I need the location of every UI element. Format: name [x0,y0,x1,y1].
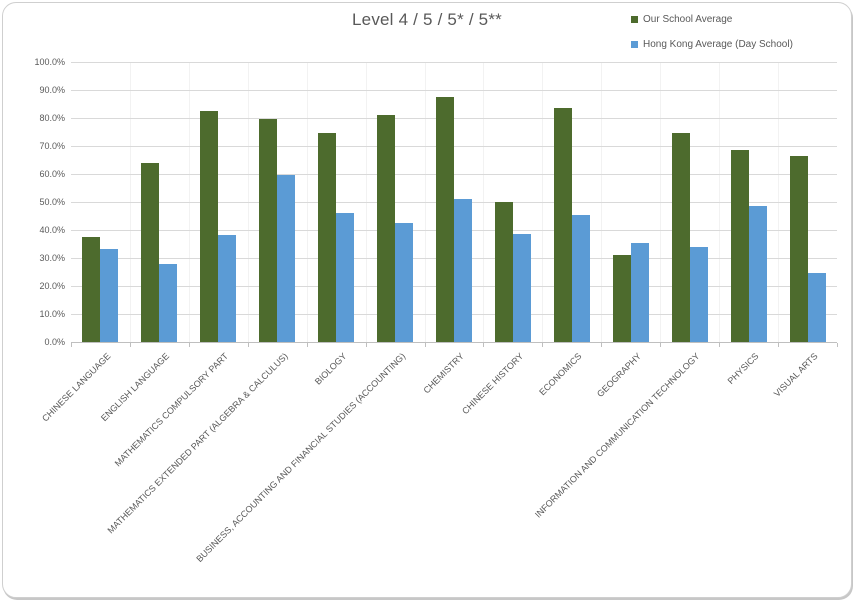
gridline [71,145,837,147]
x-axis-tick [483,343,485,347]
legend-label: Our School Average [643,13,733,25]
gridline [71,173,837,175]
y-axis-tick-label: 80.0% [39,112,65,123]
bar-hong-kong-average [512,234,531,342]
bar-our-school-average [82,237,101,342]
bar-hong-kong-average [336,212,355,342]
legend-swatch-icon [631,40,638,48]
y-axis-tick-label: 30.0% [39,252,65,263]
x-axis-tick [365,343,367,347]
bar-hong-kong-average [159,263,178,342]
chart-legend: Our School Average Hong Kong Average (Day… [631,13,793,63]
x-axis-tick [542,343,544,347]
y-axis-tick-label: 40.0% [39,224,65,235]
bar-hong-kong-average [454,199,472,342]
x-axis-category-label: CHINESE HISTORY [459,351,526,417]
x-axis-tick [778,343,780,347]
x-axis-tick [719,343,721,347]
legend-swatch-icon [631,15,638,23]
chart-title: Level 4 / 5 / 5* / 5** [352,10,502,29]
bar-hong-kong-average [630,243,649,342]
x-axis-category-label: BUSINESS, ACCOUNTING AND FINANCIAL STUDI… [194,351,408,564]
x-axis-category-label: BIOLOGY [312,351,349,387]
bar-our-school-average [436,97,454,342]
legend-item-hong-kong-average: Hong Kong Average (Day School) [631,38,793,50]
bar-hong-kong-average [100,248,119,342]
x-axis-tick [71,343,72,347]
x-axis-tick [247,343,249,347]
bar-our-school-average [377,114,396,342]
gridline [71,117,837,119]
x-axis-tick [306,343,308,347]
y-axis-tick-label: 90.0% [39,84,65,95]
bar-hong-kong-average [277,174,296,342]
x-axis-tick [660,343,662,347]
x-axis-category-label: CHEMISTRY [421,351,467,396]
x-axis-tick [424,343,426,347]
x-axis-tick [188,343,190,347]
bar-our-school-average [671,133,690,342]
bar-our-school-average [612,254,631,342]
bar-hong-kong-average [395,223,414,342]
x-axis-tick [837,343,838,347]
x-axis-category-label: MATHEMATICS COMPULSORY PART [112,351,231,469]
x-axis-category-label: PHYSICS [725,351,761,387]
x-axis-category-label: ECONOMICS [537,351,584,398]
y-axis-tick-label: 10.0% [39,308,65,319]
bar-our-school-average [553,108,572,342]
bar-hong-kong-average [218,234,237,342]
bar-our-school-average [318,133,337,342]
legend-item-our-school-average: Our School Average [631,13,793,25]
bar-hong-kong-average [689,246,708,342]
y-axis-tick-label: 50.0% [39,196,65,207]
gridline [71,89,837,91]
gridline [71,61,837,63]
x-axis-category-label: VISUAL ARTS [771,351,820,399]
bar-hong-kong-average [807,272,826,342]
bar-hong-kong-average [748,206,767,342]
x-axis-tick [601,343,603,347]
bar-our-school-average [494,202,513,342]
legend-label: Hong Kong Average (Day School) [643,38,793,50]
y-axis-tick-label: 70.0% [39,140,65,151]
bar-hong-kong-average [571,215,590,342]
y-axis-tick-label: 60.0% [39,168,65,179]
bar-our-school-average [789,156,808,342]
x-axis-line [71,342,837,343]
y-axis-tick-label: 20.0% [39,280,65,291]
bar-our-school-average [730,149,749,342]
x-axis-category-label: GEOGRAPHY [594,351,643,400]
bar-our-school-average [141,163,160,342]
bar-our-school-average [259,118,278,342]
y-axis-tick-label: 0.0% [44,336,65,347]
bar-our-school-average [200,111,219,342]
x-axis-tick [129,343,131,347]
y-axis-tick-label: 100.0% [34,56,65,67]
